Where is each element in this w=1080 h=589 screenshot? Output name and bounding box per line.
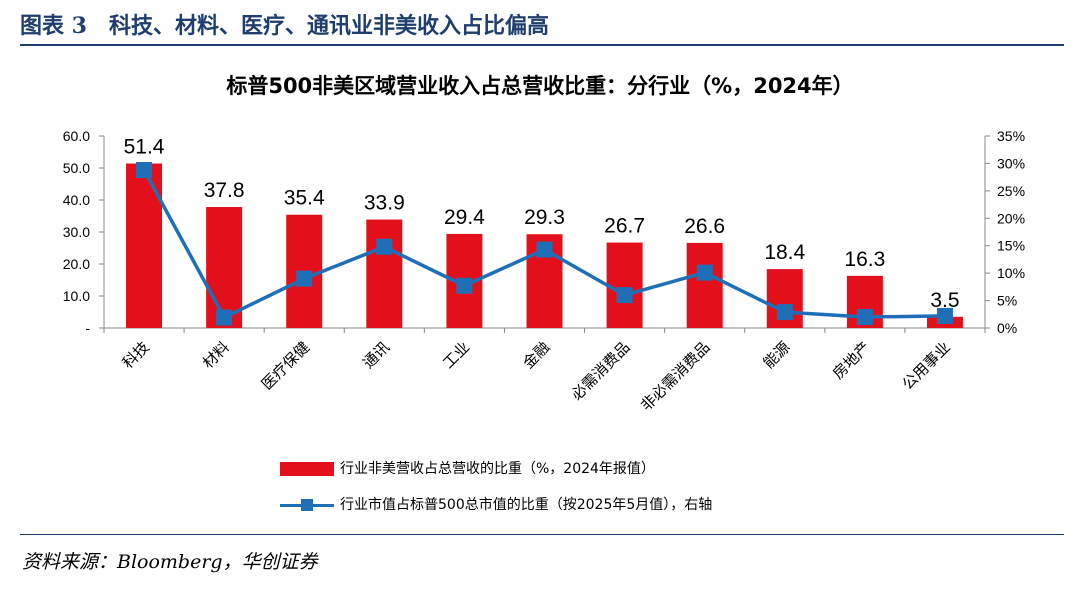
x-tick-label: 公用事业 [899, 338, 954, 393]
y-left-tick-label: 50.0 [63, 160, 90, 176]
bar-data-label: 26.7 [604, 215, 645, 238]
bar-data-label: 18.4 [764, 241, 805, 264]
y-right-tick-label: 20% [997, 210, 1025, 226]
x-tick-label: 材料 [199, 338, 233, 372]
bar [606, 242, 643, 328]
y-right-tick-label: 25% [997, 183, 1025, 199]
x-tick-label: 金融 [519, 338, 553, 372]
figure-title: 图表 3 科技、材料、医疗、通讯业非美收入占比偏高 [20, 13, 549, 39]
title-rule [20, 44, 1064, 46]
x-tick-label: 房地产 [829, 338, 874, 383]
x-tick-label: 非必需消费品 [637, 338, 713, 414]
x-tick-label: 必需消费品 [568, 338, 634, 404]
source-note: 资料来源：Bloomberg，华创证券 [22, 551, 318, 573]
line-marker [856, 309, 873, 326]
y-right-tick-label: 30% [997, 155, 1025, 171]
bar-data-label: 3.5 [930, 289, 959, 312]
y-right-tick-label: 0% [997, 320, 1017, 336]
bar [126, 163, 163, 328]
bar-data-label: 29.3 [524, 206, 565, 229]
bar [686, 242, 723, 328]
legend-item-bar: 行业非美营收占总营收的比重（%，2024年报值） [280, 458, 655, 478]
y-left-tick-label: 40.0 [63, 192, 90, 208]
line-marker [296, 270, 313, 287]
bar-data-label: 29.4 [444, 206, 485, 229]
x-tick-label: 能源 [760, 338, 794, 372]
bar-data-label: 26.6 [684, 215, 725, 238]
x-tick-label: 医疗保健 [258, 338, 313, 393]
bar [206, 207, 243, 328]
legend-bar-swatch [280, 462, 334, 476]
legend-bar-label: 行业非美营收占总营收的比重（%，2024年报值） [340, 461, 655, 477]
bar-data-label: 51.4 [124, 136, 165, 159]
x-tick-label: 通讯 [359, 338, 393, 372]
line-marker [616, 287, 633, 304]
chart-title: 标普500非美区域营业收入占总营收比重：分行业（%，2024年） [226, 74, 854, 98]
y-left-tick-label: 30.0 [63, 224, 90, 240]
footer-rule [20, 534, 1064, 535]
bar-data-label: 16.3 [844, 248, 885, 271]
y-right-tick-label: 35% [997, 128, 1025, 144]
y-right-tick-label: 10% [997, 265, 1025, 281]
y-right-tick-label: 5% [997, 293, 1017, 309]
bar [366, 219, 403, 328]
line-marker [456, 277, 473, 294]
legend-line-label: 行业市值占标普500总市值的比重（按2025年5月值），右轴 [340, 497, 713, 513]
y-left-tick-label: - [85, 320, 90, 336]
bar-data-label: 37.8 [204, 179, 245, 202]
y-left-tick-label: 60.0 [63, 128, 90, 144]
line-marker [536, 241, 553, 258]
x-tick-label: 工业 [439, 338, 473, 372]
line-marker [376, 238, 393, 255]
line-marker [136, 162, 153, 179]
legend-line-swatch [280, 498, 334, 512]
y-left-tick-label: 10.0 [63, 288, 90, 304]
x-tick-label: 科技 [119, 338, 153, 372]
y-left-tick-label: 20.0 [63, 256, 90, 272]
line-marker [696, 264, 713, 281]
bar-data-label: 35.4 [284, 187, 325, 210]
bar-data-label: 33.9 [364, 192, 405, 215]
line-marker [776, 304, 793, 321]
y-right-tick-label: 15% [997, 238, 1025, 254]
line-marker [216, 309, 233, 326]
legend-item-line: 行业市值占标普500总市值的比重（按2025年5月值），右轴 [280, 494, 712, 514]
line-marker [936, 307, 953, 324]
